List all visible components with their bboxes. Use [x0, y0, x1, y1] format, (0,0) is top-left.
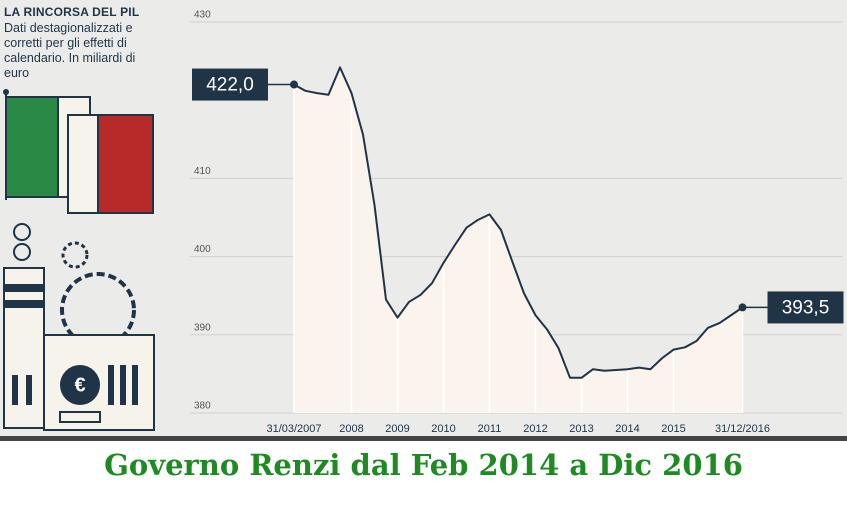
x-tick-label: 2010 — [431, 423, 455, 435]
y-tick-label: 430 — [194, 10, 211, 21]
caption: Governo Renzi dal Feb 2014 a Dic 2016 — [104, 448, 743, 482]
x-tick-label: 31/03/2007 — [266, 423, 321, 435]
x-tick-label: 2013 — [569, 423, 593, 435]
area — [294, 67, 743, 413]
x-tick-label: 2008 — [339, 423, 363, 435]
y-tick-label: 390 — [194, 322, 211, 333]
chart-subtitle: Dati destagionalizzati e corretti per gl… — [4, 21, 136, 80]
callout-box — [192, 68, 268, 101]
x-tick-label: 2014 — [615, 423, 639, 435]
svg-text:€: € — [74, 374, 85, 396]
y-tick-label: 410 — [194, 166, 211, 177]
value-label: 393,5 — [782, 297, 830, 318]
line — [293, 66, 744, 379]
x-tick-label: 31/12/2016 — [715, 423, 770, 435]
x-tick-label: 2009 — [385, 423, 409, 435]
callout-box — [767, 291, 844, 324]
illustration: € — [3, 89, 155, 431]
chart-title: LA RINCORSA DEL PIL — [4, 5, 140, 19]
value-label: 422,0 — [206, 75, 254, 96]
axis-bar — [0, 436, 847, 441]
y-tick-label: 380 — [194, 401, 211, 412]
x-tick-label: 2012 — [523, 423, 547, 435]
x-tick-label: 2015 — [661, 423, 685, 435]
y-tick-label: 400 — [194, 244, 211, 255]
x-tick-label: 2011 — [478, 423, 502, 435]
